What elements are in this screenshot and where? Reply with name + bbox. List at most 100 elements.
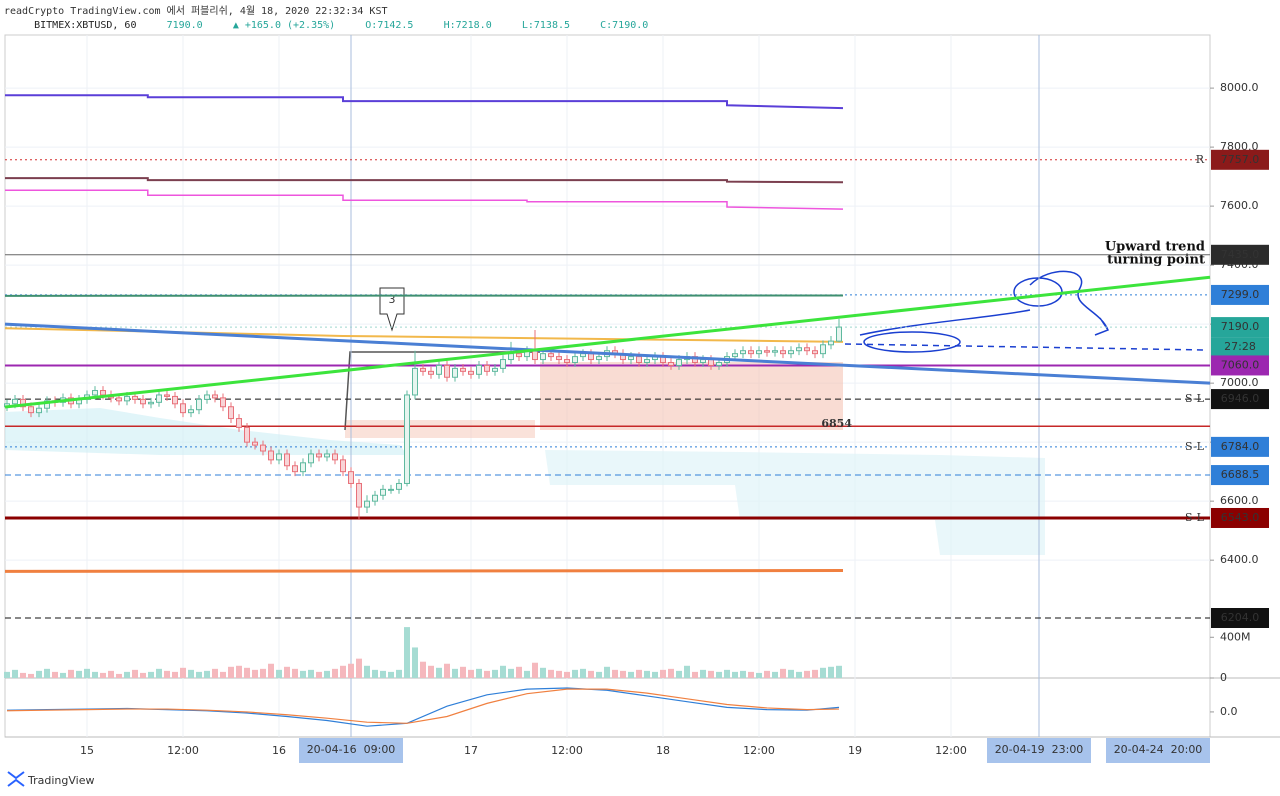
candle-body (148, 401, 154, 405)
volume-bar (692, 671, 698, 678)
candle-body (468, 370, 474, 375)
volume-bar (460, 666, 466, 678)
volume-bar (644, 670, 650, 678)
volume-bar (380, 670, 386, 678)
candle-body (28, 406, 34, 414)
box (540, 362, 843, 430)
volume-bar (732, 671, 738, 678)
volume-bar (36, 670, 42, 678)
candle-body (796, 347, 802, 352)
candle-body (628, 356, 634, 361)
volume-bar (180, 667, 186, 678)
callout-bubble (379, 287, 405, 332)
candle-body (180, 403, 186, 414)
volume-bar (588, 670, 594, 678)
volume-bar (60, 672, 66, 678)
volume-bar (228, 666, 234, 678)
candle-body (340, 459, 346, 473)
symbol-line: BITMEX:XBTUSD, 60 7190.0 ▲ +165.0 (+2.35… (4, 20, 666, 31)
volume-bar (188, 669, 194, 678)
price-tag-label: 6946.0 (1221, 392, 1260, 405)
volume-bar (164, 670, 170, 678)
candle-body (580, 353, 586, 358)
volume-bar (436, 667, 442, 678)
time-marker-box (299, 738, 403, 763)
volume-bar (68, 669, 74, 678)
publish-info: readCrypto TradingView.com 에서 퍼블리쉬, 4월 1… (4, 5, 388, 17)
candle-body (196, 398, 202, 411)
candle-body (452, 367, 458, 378)
indicator-line (5, 189, 844, 210)
volume-bar (108, 670, 114, 678)
candle-body (364, 500, 370, 508)
countdown-label: 27:28 (1224, 340, 1256, 353)
candle-body (212, 394, 218, 399)
price-tag-label: 7060.0 (1221, 358, 1260, 371)
volume-bar (524, 670, 530, 678)
volume-bar (716, 671, 722, 678)
annotation: Upward trend (1105, 240, 1205, 255)
hand-drawing (844, 270, 1206, 353)
volume-bar (300, 670, 306, 678)
volume-bar (564, 671, 570, 678)
candle-body (516, 353, 522, 358)
drawing-arrow (1029, 270, 1109, 336)
x-tick-label: 12:00 (167, 744, 199, 757)
volume-bar (132, 669, 138, 678)
y-tick-label: 7000.0 (1220, 376, 1259, 389)
volume-bar (556, 670, 562, 678)
volume-bar (388, 671, 394, 678)
price-tag (1211, 436, 1269, 457)
candle-body (396, 482, 402, 490)
last-price: 7190.0 (167, 20, 203, 31)
candle-body (548, 353, 554, 358)
x-tick-label: 18 (656, 744, 670, 757)
candle-body (316, 453, 322, 458)
candle-body (356, 482, 362, 508)
candle-body (332, 453, 338, 461)
y-tick-label: 8000.0 (1220, 81, 1259, 94)
volume-bar (76, 670, 82, 678)
candle-body (756, 350, 762, 355)
volume-bar (836, 665, 842, 678)
volume-bar (748, 671, 754, 678)
cloud (5, 408, 407, 455)
candle-body (164, 394, 170, 397)
candle-body (716, 361, 722, 366)
volume-bar (52, 671, 58, 678)
candle-body (172, 395, 178, 405)
indicator-line (4, 568, 844, 573)
indicator-line (5, 94, 844, 110)
x-tick-label: 17 (464, 744, 478, 757)
volume-bar (508, 668, 514, 678)
cloud (545, 450, 1045, 555)
volume-bar (236, 665, 242, 678)
candle-body (540, 353, 546, 361)
volume-bar (532, 662, 538, 678)
candle-body (508, 353, 514, 361)
trend-line (4, 275, 1211, 409)
volume-bar (548, 669, 554, 678)
price-tag (1211, 507, 1269, 528)
change: ▲ +165.0 (+2.35%) (233, 20, 335, 31)
level-note: S-L (1185, 440, 1205, 453)
volume-bar (308, 669, 314, 678)
price-tag-label: 7299.0 (1221, 288, 1260, 301)
candle-body (404, 394, 410, 484)
volume-bar (756, 672, 762, 678)
volume-bar (660, 669, 666, 678)
volume-bar (292, 668, 298, 678)
y-tick-label: 0 (1220, 671, 1227, 684)
volume-bar (684, 665, 690, 678)
logo-mark (7, 771, 25, 787)
candle-body (36, 407, 42, 414)
candle-body (220, 397, 226, 408)
volume-bar (676, 670, 682, 678)
volume-bar (116, 673, 122, 678)
candle-body (588, 353, 594, 361)
volume-bar (124, 671, 130, 678)
volume-bar (156, 668, 162, 678)
candle-body (740, 350, 746, 355)
candle-body (284, 453, 290, 467)
y-tick-label: 0.0 (1220, 705, 1238, 718)
